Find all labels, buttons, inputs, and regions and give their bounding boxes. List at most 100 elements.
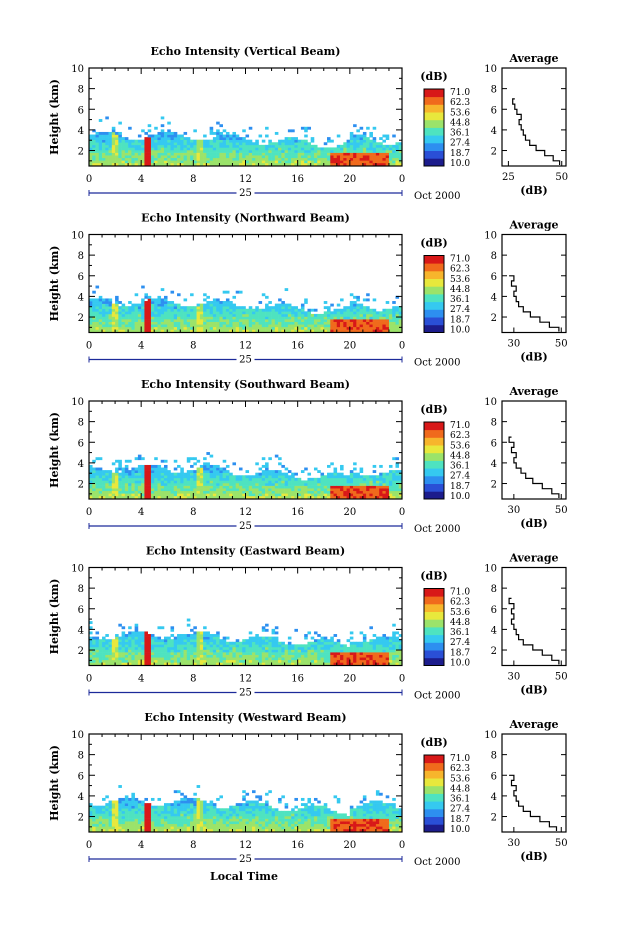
heatmap-cell bbox=[92, 139, 96, 143]
heatmap-cell bbox=[115, 142, 119, 146]
heatmap-cell bbox=[193, 652, 197, 655]
heatmap-cell bbox=[102, 646, 106, 650]
heatmap-cells bbox=[89, 618, 403, 666]
colorbar-tick-label: 36.1 bbox=[450, 462, 470, 472]
heatmap-cell bbox=[271, 631, 276, 635]
heatmap-cell bbox=[141, 308, 145, 312]
heatmap-cell bbox=[385, 636, 390, 640]
heatmap-cell bbox=[291, 644, 295, 648]
heatmap-cell bbox=[160, 475, 165, 479]
heatmap-cell bbox=[291, 313, 295, 317]
heatmap-cell bbox=[336, 155, 341, 159]
y-tick-label: 8 bbox=[78, 418, 84, 429]
heatmap-cell bbox=[229, 483, 233, 486]
heatmap-cell bbox=[95, 467, 100, 471]
colorbar-swatch bbox=[424, 142, 444, 151]
heatmap-cell bbox=[124, 826, 129, 830]
heatmap-cell bbox=[154, 313, 158, 317]
heatmap-cell bbox=[323, 636, 328, 640]
heatmap-cell bbox=[111, 157, 116, 161]
heatmap-cell bbox=[196, 483, 201, 486]
heatmap-cell bbox=[284, 311, 289, 315]
heatmap-cell bbox=[180, 641, 184, 645]
heatmap-cell bbox=[242, 313, 246, 317]
heatmap-cell bbox=[121, 490, 126, 494]
heatmap-cell bbox=[245, 316, 250, 320]
heatmap-cell bbox=[229, 313, 233, 317]
heatmap-cell bbox=[320, 641, 325, 645]
heatmap-cell bbox=[310, 657, 315, 661]
heatmap-cell bbox=[375, 649, 380, 653]
heatmap-cell bbox=[330, 313, 334, 317]
heatmap-cell bbox=[222, 152, 227, 156]
heatmap-cell bbox=[105, 485, 109, 489]
x-tick-label: 20 bbox=[343, 341, 356, 352]
colorbar-swatch bbox=[424, 301, 444, 310]
heatmap-cell bbox=[209, 646, 214, 650]
heatmap-cell bbox=[196, 150, 201, 153]
heatmap-cell bbox=[177, 321, 181, 325]
heatmap-cell bbox=[177, 329, 181, 333]
heatmap-cell bbox=[310, 329, 315, 333]
heatmap-cell bbox=[180, 313, 184, 317]
heatmap-cell bbox=[379, 464, 383, 468]
heatmap-cell bbox=[115, 298, 119, 302]
heatmap-cell bbox=[144, 472, 148, 476]
heatmap-cell bbox=[216, 319, 220, 322]
heatmap-cell bbox=[398, 477, 403, 481]
heatmap-cell bbox=[199, 490, 204, 494]
heatmap-cell bbox=[137, 659, 142, 663]
heatmap-cell bbox=[121, 157, 126, 161]
heatmap-cell bbox=[340, 480, 344, 484]
heatmap-cell bbox=[346, 144, 351, 148]
heatmap-cell bbox=[379, 155, 383, 159]
heatmap-cell bbox=[395, 657, 400, 661]
heatmap-cell bbox=[238, 160, 243, 164]
heatmap-cell bbox=[212, 639, 217, 643]
heatmap-cell bbox=[346, 155, 351, 159]
heatmap-cell bbox=[281, 155, 285, 159]
heatmap-cell bbox=[147, 329, 152, 333]
heatmap-cell bbox=[323, 142, 328, 146]
heatmap-cell bbox=[203, 329, 207, 333]
heatmap-cell bbox=[222, 477, 227, 481]
heatmap-cell bbox=[392, 313, 396, 317]
heatmap-cell bbox=[105, 480, 109, 484]
heatmap-cell bbox=[118, 657, 122, 661]
heatmap-cell bbox=[369, 475, 373, 479]
heatmap-cell bbox=[242, 480, 246, 484]
heatmap-cell bbox=[333, 475, 338, 479]
heatmap-cell bbox=[212, 470, 217, 473]
heatmap-cell bbox=[118, 495, 122, 499]
heatmap-cell bbox=[131, 313, 135, 317]
heatmap-cell bbox=[199, 142, 204, 146]
heatmap-cell bbox=[154, 457, 158, 461]
heatmap-cell bbox=[203, 326, 207, 330]
heatmap-cell bbox=[183, 641, 188, 645]
heatmap-cell bbox=[186, 477, 191, 481]
heatmap-cell bbox=[190, 293, 194, 297]
heatmap-cell bbox=[216, 485, 220, 489]
heatmap-cell bbox=[385, 326, 390, 330]
heatmap-cell bbox=[340, 488, 344, 492]
colorbar-swatch bbox=[424, 657, 444, 666]
heatmap-cell bbox=[317, 634, 321, 637]
heatmap-cell bbox=[265, 649, 269, 653]
heatmap-cell bbox=[313, 639, 318, 643]
heatmap-cell bbox=[137, 311, 142, 315]
heatmap-cell bbox=[382, 639, 386, 643]
heatmap-cell bbox=[177, 319, 181, 322]
heatmap-cell bbox=[304, 139, 308, 143]
heatmap-cell bbox=[356, 475, 360, 479]
heatmap-cell bbox=[134, 467, 139, 471]
heatmap-cell bbox=[157, 329, 162, 333]
heatmap-cell bbox=[128, 480, 132, 484]
heatmap-cell bbox=[333, 313, 338, 317]
heatmap-cell bbox=[379, 649, 383, 653]
colorbar-tick-label: 27.4 bbox=[450, 305, 470, 315]
heatmap-cell bbox=[111, 654, 116, 658]
heatmap-cell bbox=[118, 477, 122, 481]
heatmap-cell bbox=[372, 475, 377, 479]
heatmap-cell bbox=[268, 142, 272, 146]
